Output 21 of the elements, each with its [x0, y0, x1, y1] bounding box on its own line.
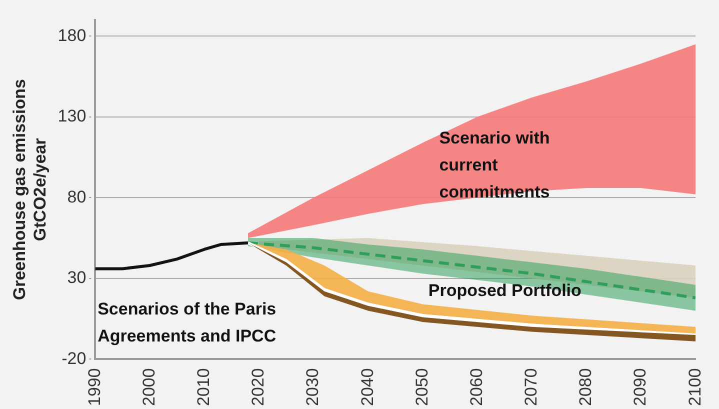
annotation: Scenarios of the Paris Agreements and IPCC	[98, 300, 276, 346]
x-tick-label: 2060	[466, 368, 486, 406]
y-tick-label: 30	[67, 268, 86, 288]
x-tick-label: 2040	[358, 368, 377, 406]
x-tick-label: 2020	[248, 368, 268, 406]
x-tick-label: 2080	[576, 368, 596, 406]
x-tick-label: 1990	[84, 368, 104, 406]
x-tick-label: 2070	[522, 368, 541, 406]
x-tick-label: 2030	[303, 368, 322, 406]
x-tick-label: 2090	[630, 368, 650, 406]
x-tick-label: 2010	[194, 368, 214, 406]
y-tick-label: -20	[62, 348, 86, 368]
annotation: Scenario with current commitments	[439, 128, 550, 202]
y-tick-label: 130	[58, 106, 86, 126]
x-tick-label: 2000	[139, 368, 158, 406]
annotation: Proposed Portfolio	[428, 281, 582, 300]
y-tick-label: 80	[67, 187, 86, 206]
x-tick-label: 2100	[685, 368, 704, 406]
y-tick-label: 180	[58, 26, 86, 45]
y-axis-title: Greenhouse gas emissions GtCO2e/year	[10, 79, 50, 300]
x-tick-label: 2050	[412, 368, 432, 406]
